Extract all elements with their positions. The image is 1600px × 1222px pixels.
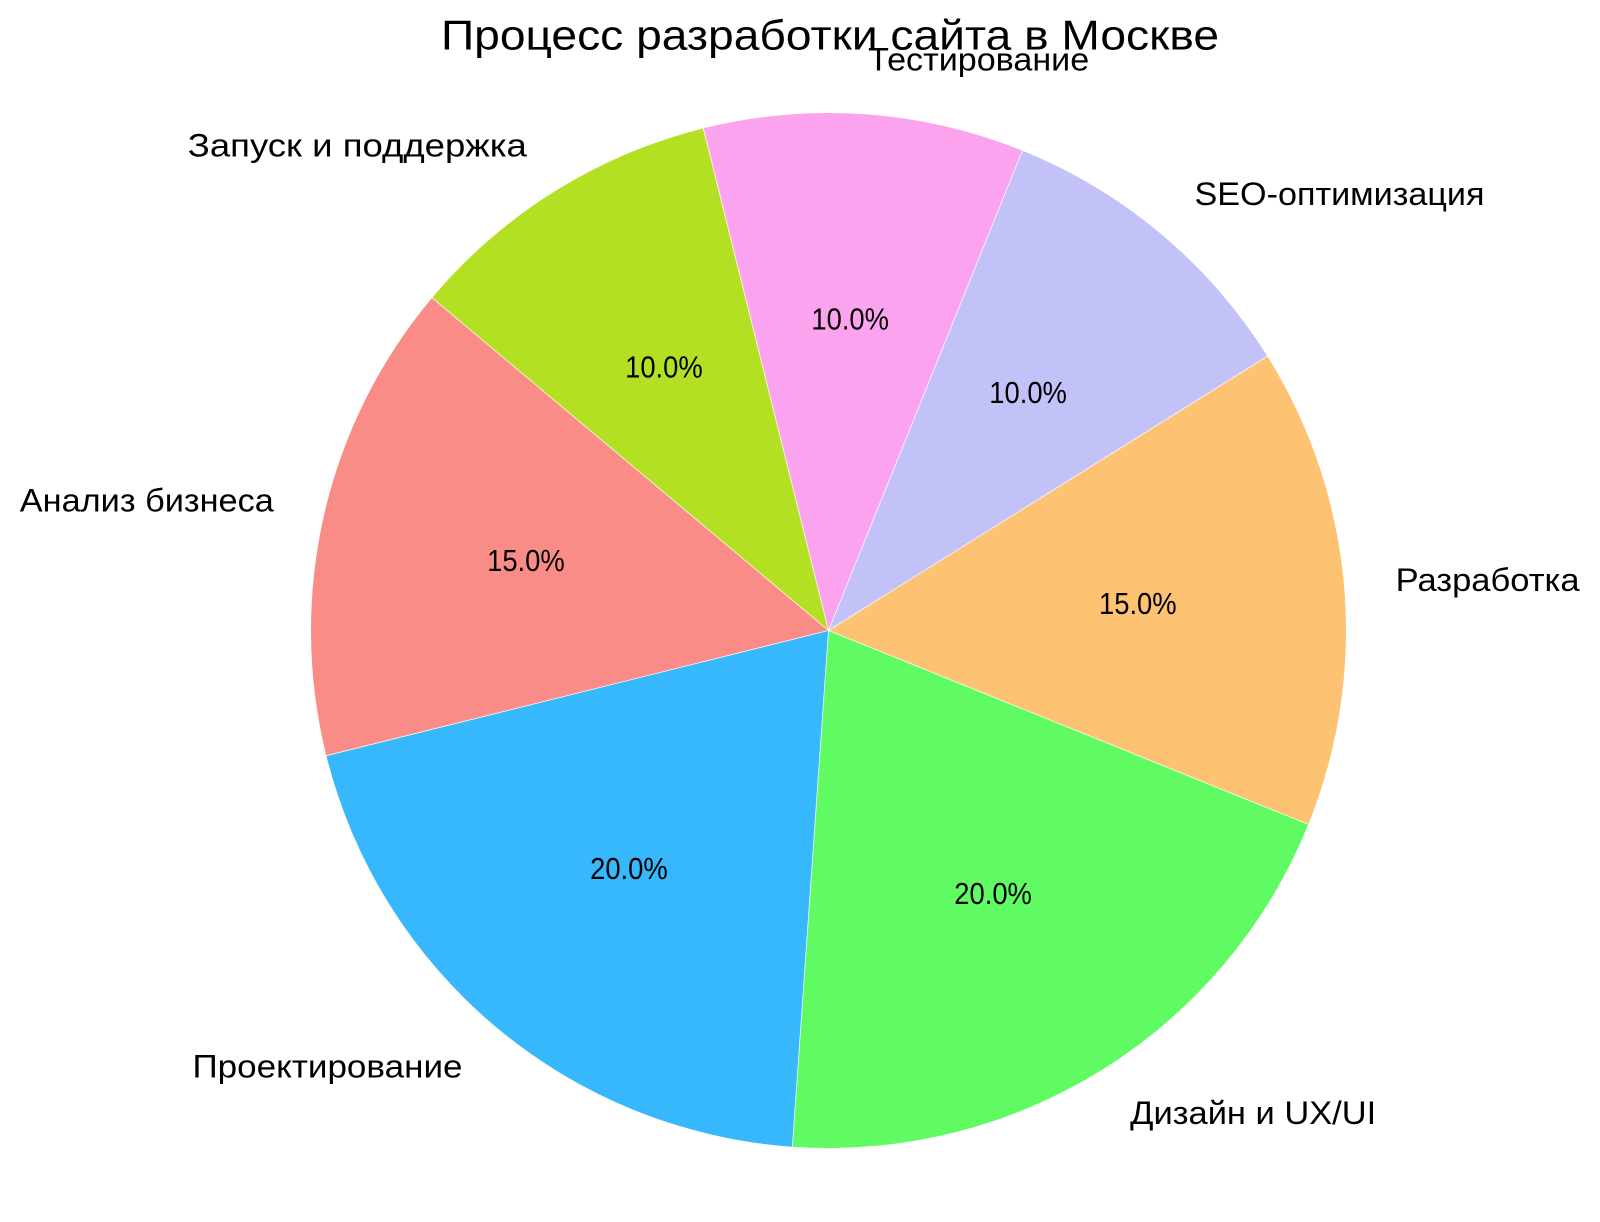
- svg-text:SEO-оптимизация: SEO-оптимизация: [1195, 176, 1485, 212]
- svg-text:Запуск и поддержка: Запуск и поддержка: [188, 127, 527, 163]
- svg-text:Анализ бизнеса: Анализ бизнеса: [20, 482, 274, 518]
- svg-text:10.0%: 10.0%: [625, 350, 703, 385]
- svg-text:Дизайн и UX/UI: Дизайн и UX/UI: [1130, 1095, 1376, 1131]
- svg-text:15.0%: 15.0%: [487, 543, 565, 578]
- svg-text:10.0%: 10.0%: [989, 375, 1067, 410]
- svg-text:Процесс разработки сайта в Мос: Процесс разработки сайта в Москве: [441, 12, 1219, 59]
- svg-text:20.0%: 20.0%: [590, 851, 668, 886]
- svg-text:20.0%: 20.0%: [954, 876, 1032, 911]
- svg-text:10.0%: 10.0%: [811, 302, 889, 337]
- svg-text:Тестирование: Тестирование: [868, 42, 1089, 78]
- svg-text:Разработка: Разработка: [1396, 562, 1580, 598]
- svg-text:15.0%: 15.0%: [1099, 586, 1177, 621]
- svg-text:Проектирование: Проектирование: [193, 1048, 463, 1084]
